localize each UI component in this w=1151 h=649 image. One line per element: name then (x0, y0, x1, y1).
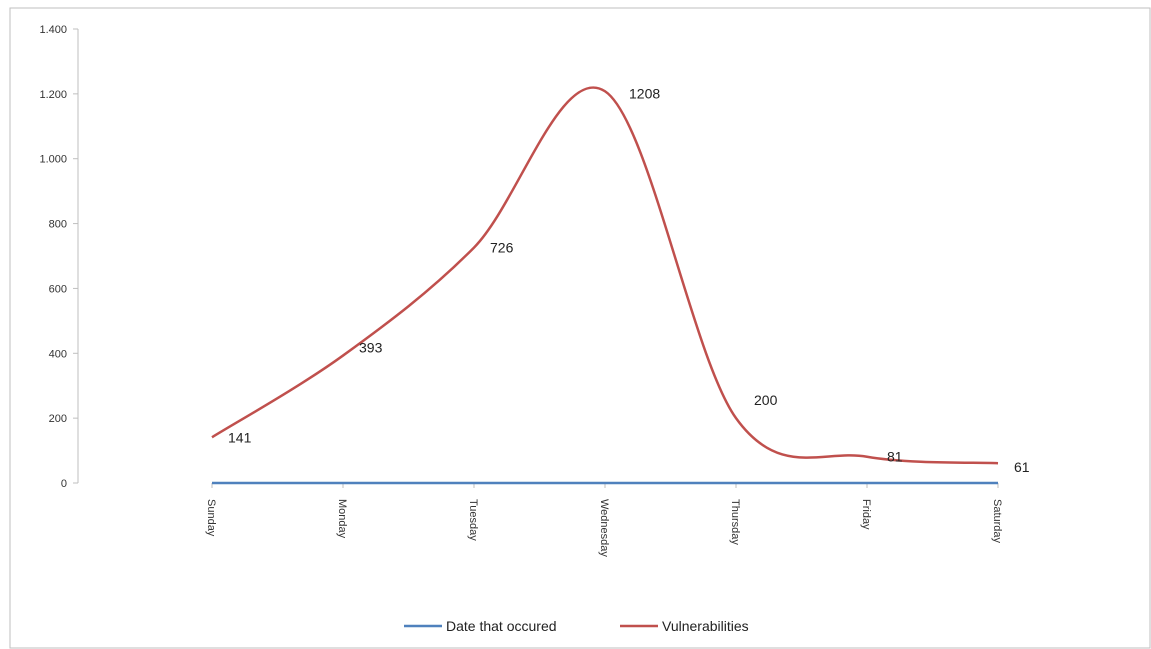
x-tick-label: Thursday (729, 499, 741, 545)
data-labels-layer: 141 393 726 1208 200 81 61 (228, 85, 1030, 475)
data-label: 1208 (629, 85, 660, 101)
y-tick-label: 0 (61, 478, 67, 490)
data-label: 393 (359, 340, 383, 356)
x-tick-label: Saturday (991, 499, 1003, 544)
y-tick-label: 1.000 (39, 154, 67, 166)
y-tick-label: 800 (49, 219, 67, 231)
y-tick-label: 1.400 (39, 24, 67, 36)
legend: Date that occured Vulnerabilities (404, 618, 749, 634)
data-label: 81 (887, 449, 903, 465)
y-tick-label: 400 (49, 348, 67, 360)
data-label: 726 (490, 240, 514, 256)
x-tick-label: Wednesday (598, 499, 610, 557)
data-label: 61 (1014, 459, 1030, 475)
chart-border (9, 7, 1151, 649)
y-tick-label: 1.200 (39, 89, 67, 101)
series-line-1 (211, 86, 999, 465)
x-tick-label: Tuesday (467, 499, 479, 541)
data-label: 200 (754, 392, 778, 408)
series-layer (211, 86, 999, 485)
x-tick-label: Friday (860, 499, 872, 530)
x-axis: Sunday Monday Tuesday Wednesday Thursday Frid… (205, 483, 1003, 557)
y-tick-label: 600 (49, 283, 67, 295)
x-tick-label: Sunday (205, 499, 217, 537)
y-axis: 0 200 400 600 800 1.000 1.200 1.400 (39, 24, 79, 490)
legend-label: Vulnerabilities (662, 618, 749, 634)
x-tick-label: Monday (336, 499, 348, 539)
data-label: 141 (228, 429, 252, 445)
y-tick-label: 200 (49, 413, 67, 425)
legend-label: Date that occured (446, 618, 557, 634)
